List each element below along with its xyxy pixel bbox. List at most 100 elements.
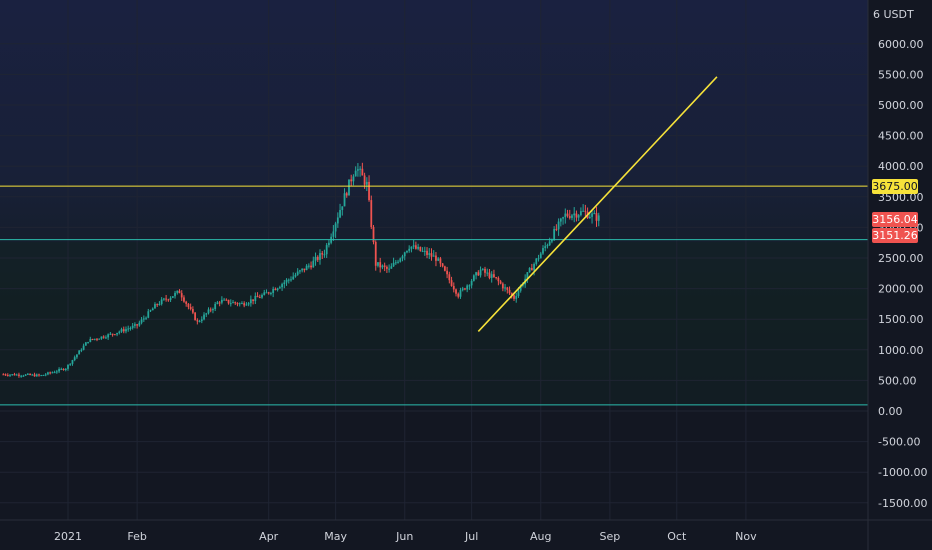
candle-body: [493, 274, 495, 278]
candle-body: [368, 181, 370, 201]
candle-body: [343, 193, 346, 207]
candle-body: [207, 309, 210, 314]
candle-body: [247, 303, 250, 305]
candle-body: [145, 317, 147, 319]
candle-body: [383, 265, 386, 267]
candle-body: [336, 217, 339, 224]
candle-body: [361, 168, 364, 176]
candle-body: [187, 303, 190, 307]
candle-body: [354, 170, 357, 177]
candle-body: [548, 241, 551, 246]
candle-body: [29, 373, 31, 376]
candle-body: [180, 293, 183, 298]
x-tick-label: Sep: [600, 530, 621, 543]
candle-body: [109, 333, 112, 335]
candle-body: [441, 263, 444, 267]
candle-body: [388, 268, 391, 270]
candle-body: [499, 281, 502, 284]
candle-body: [299, 270, 301, 272]
y-tick-label: 5500.00: [878, 68, 924, 81]
candle-body: [51, 372, 54, 374]
candle-body: [33, 374, 36, 377]
candle-body: [468, 285, 471, 287]
candle-body: [216, 302, 219, 304]
candle-body: [261, 294, 263, 298]
candle-body: [414, 245, 417, 249]
candle-body: [122, 329, 125, 332]
y-tick-label: 1000.00: [878, 344, 924, 357]
candle-body: [588, 216, 591, 219]
candle-body: [363, 175, 366, 185]
candle-body: [20, 375, 23, 377]
candle-body: [559, 218, 562, 222]
candle-body: [254, 295, 257, 301]
candle-body: [158, 303, 161, 305]
candle-body: [252, 299, 254, 301]
candle-body: [430, 253, 433, 257]
candle-body: [535, 258, 538, 264]
candle-body: [401, 256, 404, 259]
candle-body: [160, 299, 163, 304]
candle-body: [479, 269, 482, 276]
candle-body: [477, 272, 480, 276]
y-tick-label: 2000.00: [878, 283, 924, 296]
currency-unit-label[interactable]: 6 USDT: [873, 8, 914, 21]
candle-body: [439, 258, 442, 264]
candle-body: [102, 336, 105, 338]
candle-body: [555, 228, 558, 230]
candle-body: [372, 227, 375, 243]
candle-body: [573, 213, 576, 216]
candle-body: [258, 297, 261, 299]
candle-body: [557, 221, 560, 230]
candle-body: [82, 345, 85, 350]
x-axis-labels[interactable]: 2021 Feb Apr May Jun Jul Aug Sep Oct Nov: [54, 530, 757, 543]
candle-body: [515, 296, 518, 299]
candle-body: [40, 375, 43, 377]
y-tick-label: 1500.00: [878, 313, 924, 326]
candle-body: [241, 303, 243, 305]
candle-body: [452, 286, 455, 290]
candle-body: [348, 179, 350, 196]
y-axis-labels[interactable]: 6000.00 5500.00 5000.00 4500.00 4000.00 3500.…: [878, 38, 927, 510]
candle-body: [426, 250, 428, 255]
candle-body: [486, 272, 489, 274]
candle-body: [506, 287, 509, 290]
candle-body: [303, 268, 306, 271]
candle-body: [428, 253, 431, 255]
x-tick-label: Apr: [259, 530, 279, 543]
candle-body: [232, 302, 234, 304]
candle-body: [472, 275, 475, 281]
x-tick-label: 2021: [54, 530, 82, 543]
candle-body: [290, 279, 292, 281]
candle-body: [488, 272, 491, 278]
candle-body: [595, 213, 598, 221]
candle-body: [111, 333, 114, 335]
candle-body: [265, 292, 268, 294]
candle-body: [149, 310, 152, 312]
candle-body: [533, 263, 535, 271]
candle-body: [310, 265, 312, 268]
candle-body: [169, 297, 172, 300]
candle-body: [223, 299, 225, 301]
candle-body: [9, 374, 11, 376]
candle-body: [577, 215, 580, 218]
candle-body: [432, 255, 435, 257]
candle-body: [307, 265, 310, 267]
candle-body: [345, 193, 348, 196]
candle-body: [370, 200, 373, 228]
candle-body: [71, 360, 74, 364]
candle-body: [267, 292, 270, 294]
x-tick-label: Jun: [395, 530, 413, 543]
candle-body: [87, 341, 89, 343]
candle-body: [105, 337, 107, 339]
price-tag: 3675.00: [872, 179, 918, 194]
candle-body: [35, 374, 38, 377]
candle-body: [539, 253, 542, 259]
candle-body: [287, 279, 290, 281]
candle-body: [365, 181, 368, 185]
trendline[interactable]: [477, 76, 718, 332]
candle-body: [305, 265, 308, 271]
candle-body: [504, 287, 506, 289]
candle-body: [334, 223, 337, 232]
